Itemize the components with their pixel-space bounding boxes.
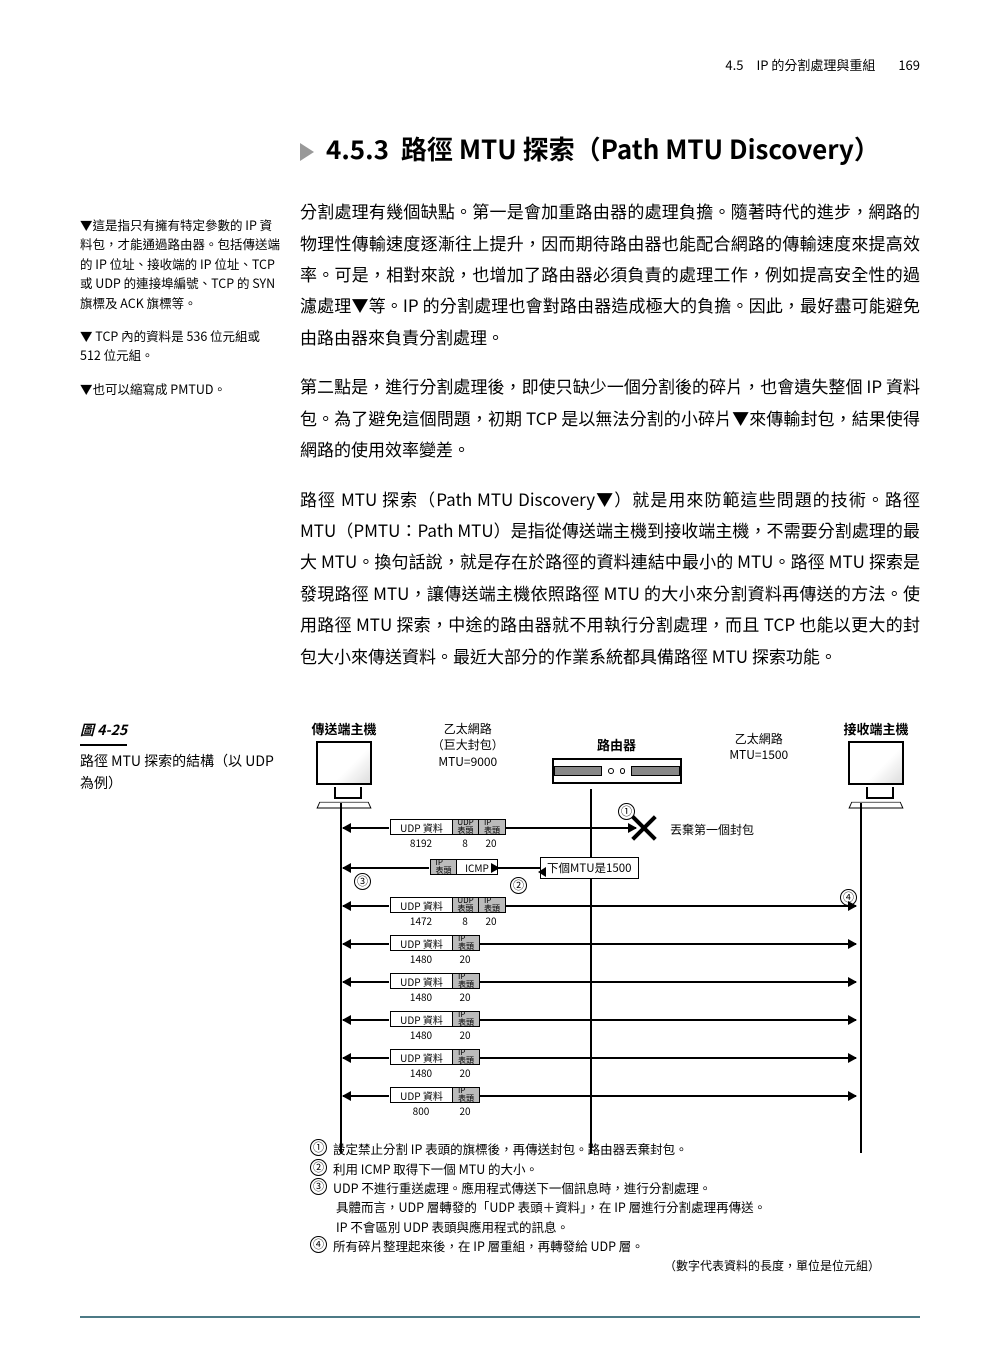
- sender-host-icon: 傳送端主機: [304, 719, 384, 809]
- figure-diagram: 傳送端主機 乙太網路 （巨大封包） MTU=9000 路由器 乙太網路 MTU=…: [300, 719, 920, 1276]
- figure-legend: ①設定禁止分割 IP 表頭的旗標後，再傳送封包。路由器丟棄封包。 ②利用 ICM…: [300, 1139, 920, 1276]
- heading-marker-icon: [300, 143, 314, 161]
- margin-notes: ▼這是指只有擁有特定參數的 IP 資料包，才能通過路由器。包括傳送端的 IP 位…: [80, 125, 300, 689]
- legend-unit-note: （數字代表資料的長度，單位是位元組）: [310, 1257, 920, 1276]
- page-bottom-rule: [80, 1316, 920, 1318]
- discard-x-icon: [630, 814, 658, 842]
- ethernet-jumbo-label: 乙太網路 （巨大封包） MTU=9000: [432, 721, 504, 770]
- packet-fragment: UDP 資料IP 表頭: [390, 935, 480, 951]
- packet-fragment: UDP 資料IP 表頭: [390, 973, 480, 989]
- running-head: 4.5 IP 的分割處理與重組 169: [725, 55, 920, 74]
- paragraph: 分割處理有幾個缺點。第一是會加重路由器的處理負擔。隨著時代的進步，網路的物理性傳…: [300, 195, 920, 352]
- section-number: 4.5.3: [326, 125, 389, 173]
- sidenote: ▼這是指只有擁有特定參數的 IP 資料包，才能通過路由器。包括傳送端的 IP 位…: [80, 215, 282, 312]
- packet-fragment: UDP 資料IP 表頭: [390, 1011, 480, 1027]
- paragraph: 路徑 MTU 探索（Path MTU Discovery▼）就是用來防範這些問題…: [300, 483, 920, 672]
- step-3-icon: ③: [354, 873, 371, 890]
- sidenote: ▼ TCP 內的資料是 536 位元組或 512 位元組。: [80, 326, 282, 365]
- packet-fragment: UDP 資料IP 表頭: [390, 1087, 480, 1103]
- router-icon: 路由器: [552, 735, 682, 784]
- figure-caption-text: 路徑 MTU 探索的結構（以 UDP 為例）: [80, 750, 282, 795]
- step-2-icon: ②: [510, 877, 527, 894]
- discard-label: 丟棄第一個封包: [670, 821, 754, 838]
- section-heading: 4.5.3 路徑 MTU 探索（Path MTU Discovery）: [300, 125, 920, 173]
- packet: UDP 資料 UDP 表頭 IP 表頭: [390, 819, 506, 835]
- main-content: 4.5.3 路徑 MTU 探索（Path MTU Discovery） 分割處理…: [300, 125, 920, 689]
- receiver-host-icon: 接收端主機: [836, 719, 916, 809]
- next-mtu-callout: 下個MTU是1500: [540, 857, 639, 879]
- packet-fragment: UDP 資料IP 表頭: [390, 1049, 480, 1065]
- page-number: 169: [898, 55, 920, 74]
- icmp-packet: IP 表頭 ICMP: [430, 859, 498, 875]
- section-title: 路徑 MTU 探索（Path MTU Discovery）: [401, 125, 880, 173]
- figure-caption: 圖 4-25 路徑 MTU 探索的結構（以 UDP 為例）: [80, 719, 300, 1276]
- figure-number: 圖 4-25: [80, 719, 127, 745]
- ethernet-1500-label: 乙太網路 MTU=1500: [729, 731, 788, 763]
- sidenote: ▼也可以縮寫成 PMTUD。: [80, 379, 282, 398]
- packet-fragment: UDP 資料UDP 表頭IP 表頭: [390, 897, 506, 913]
- section-label: 4.5 IP 的分割處理與重組: [725, 55, 875, 74]
- paragraph: 第二點是，進行分割處理後，即使只缺少一個分割後的碎片，也會遺失整個 IP 資料包…: [300, 370, 920, 464]
